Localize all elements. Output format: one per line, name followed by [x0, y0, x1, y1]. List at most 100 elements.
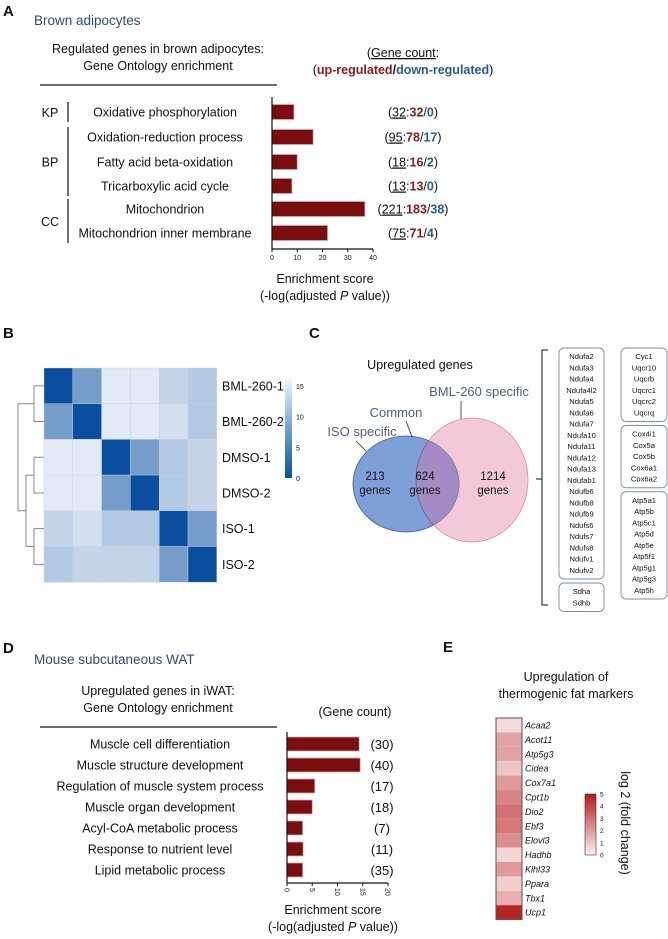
- up-count: 32: [410, 106, 424, 120]
- colorbar: [584, 793, 597, 856]
- panel-letter: A: [3, 3, 14, 20]
- gene-name: Ndufa13: [567, 465, 596, 474]
- x-axis-title-line2: (-log(adjusted P value)): [268, 920, 398, 934]
- arrow-iso: [355, 440, 367, 452]
- panel-title-line1: Upregulated genes in iWAT:: [81, 684, 235, 698]
- gene-name: Ndufa11: [567, 442, 595, 451]
- up-count: 71: [410, 227, 424, 241]
- gene-label: Cpt1b: [525, 793, 549, 803]
- x-tick-label: 0: [283, 888, 290, 892]
- gene-name: Ndufb9: [569, 510, 594, 519]
- colon: :: [403, 203, 406, 217]
- gene-count-label: (95:78/17): [384, 131, 441, 145]
- gene-name: Cox5a: [633, 441, 656, 450]
- panel-subtitle: Brown adipocytes: [34, 13, 141, 28]
- gene-label: Tbx1: [525, 893, 545, 903]
- heatmap-cell: [496, 732, 522, 747]
- gene-name: Ndufs6: [569, 521, 593, 530]
- legend-down: down-regulated: [396, 63, 489, 77]
- gene-name: Cox6a2: [631, 475, 657, 484]
- bar: [271, 154, 298, 170]
- heatmap-cell: [72, 367, 102, 404]
- colorbar-tick-label: 15: [296, 384, 304, 391]
- heatmap-cell: [158, 403, 189, 440]
- slash: /: [423, 227, 427, 241]
- gene-name: Ndufa10: [567, 431, 596, 440]
- bar: [286, 778, 316, 794]
- x-tick-label: 20: [384, 888, 391, 896]
- heatmap-cell: [187, 510, 217, 547]
- heatmap-cell: [158, 367, 189, 404]
- gene-label: Ebf3: [525, 821, 544, 831]
- panel-b: B BML-260-1 BML-260-2 DMSO-1 DMSO-2 ISO-1 ISO…: [3, 325, 304, 583]
- gene-count-label: (7): [374, 821, 390, 836]
- heatmap-cell: [43, 439, 73, 476]
- x-axis-title-part: (-log(adjusted: [260, 289, 340, 303]
- gene-name: Uqcrb: [634, 375, 654, 384]
- heatmap-cell: [130, 546, 160, 583]
- bml-count: 1214: [480, 471, 506, 483]
- gene-count-label: (17): [370, 779, 393, 794]
- colon: :: [406, 106, 409, 120]
- gene-name: Ndufa3: [569, 363, 594, 372]
- heatmap-cell: [496, 862, 522, 877]
- colorbar-tick-label: 0: [600, 853, 604, 860]
- category-label: Muscle structure development: [77, 759, 244, 773]
- up-count: 13: [410, 180, 424, 194]
- heatmap-cell: [496, 746, 522, 762]
- dendrogram-branch: [33, 528, 44, 565]
- heatmap-cell: [43, 474, 73, 512]
- total-count: 95: [389, 131, 403, 145]
- gene-count-label: (35): [370, 863, 393, 878]
- gene-name: Atp5e: [634, 541, 654, 550]
- gene-name: Atp5g1: [632, 563, 656, 572]
- gene-count-label: (13:13/0): [388, 180, 438, 194]
- paren: ): [437, 131, 441, 145]
- down-count: 17: [423, 131, 437, 145]
- gene-box: [620, 347, 668, 422]
- colorbar-tick-label: 1: [600, 840, 604, 847]
- heatmap-cell: [496, 905, 522, 920]
- category-label: Lipid metabolic process: [95, 864, 226, 878]
- heatmap-cell: [43, 403, 73, 440]
- gene-name: Uqcrq: [634, 408, 654, 417]
- gene-count-label: (40): [370, 758, 393, 773]
- down-count: 38: [430, 203, 444, 217]
- category-label: Muscle organ development: [85, 801, 236, 815]
- gene-name: Ndufab1: [567, 476, 596, 485]
- label-iso-specific: ISO specific: [327, 424, 397, 439]
- gene-name: Ndufa5: [569, 397, 594, 406]
- bar: [271, 201, 366, 217]
- colorbar-tick-label: 4: [600, 804, 604, 811]
- label-bml-specific: BML-260 specific: [429, 384, 529, 399]
- gene-label: Acaa2: [524, 721, 551, 731]
- slash: /: [427, 203, 431, 217]
- heatmap-cell: [496, 790, 522, 805]
- colon: :: [403, 131, 406, 145]
- gene-name: Ndufb6: [569, 487, 594, 496]
- x-tick-label: 10: [333, 888, 340, 896]
- heatmap-cell: [496, 804, 522, 819]
- down-count: 2: [427, 156, 434, 170]
- gene-name: Cox4i1: [632, 430, 656, 439]
- gene-name: Atp5h: [634, 586, 654, 595]
- gene-name: Cyc1: [635, 352, 652, 361]
- x-tick-label: 0: [270, 255, 274, 262]
- panel-a: A Brown adipocytes Regulated genes in br…: [3, 3, 493, 303]
- paren: (: [384, 131, 389, 145]
- x-tick-label: 20: [319, 255, 327, 262]
- group-label: CC: [41, 215, 59, 229]
- gene-name: Atp5f1: [633, 552, 655, 561]
- heatmap-cell: [72, 403, 102, 440]
- heatmap-cell: [187, 546, 217, 583]
- gene-name: Ndufa4: [569, 375, 594, 384]
- panel-title-line2: Gene Ontology enrichment: [83, 701, 233, 715]
- colorbar-tick-label: 5: [296, 445, 300, 452]
- paren: ): [434, 156, 438, 170]
- heatmap-cell: [130, 367, 160, 404]
- gene-label: Cidea: [525, 764, 549, 774]
- heatmap-cell: [72, 546, 102, 583]
- heatmap-cell: [496, 876, 522, 891]
